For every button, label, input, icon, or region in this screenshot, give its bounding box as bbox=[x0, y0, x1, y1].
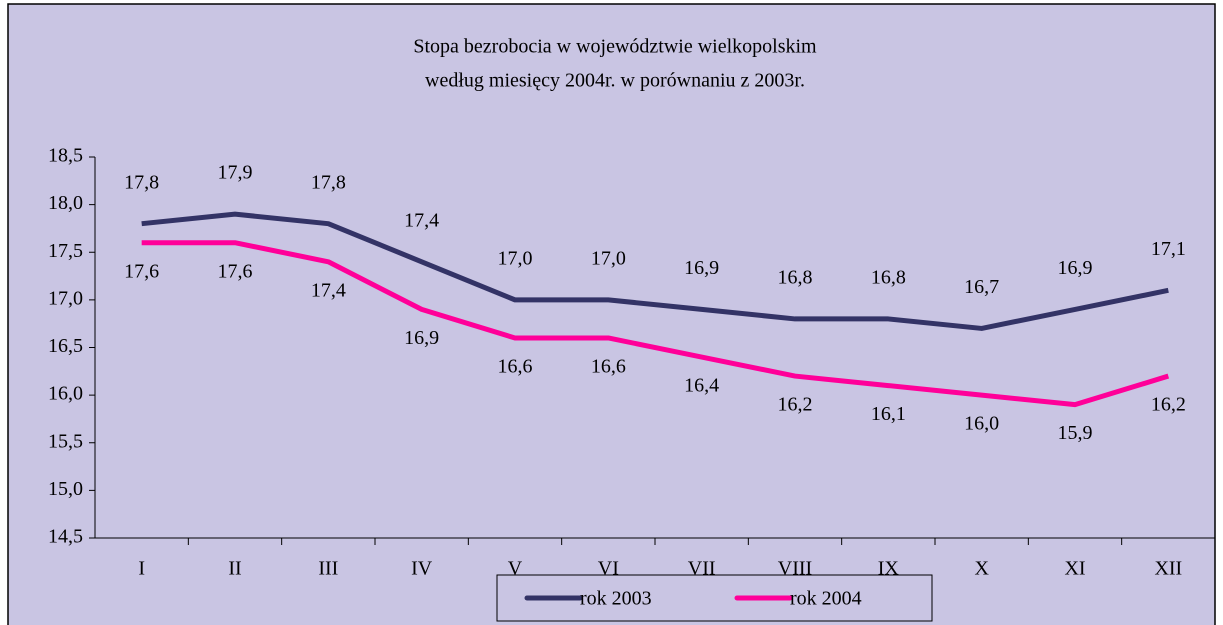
data-label: 17,9 bbox=[218, 162, 253, 184]
data-label: 15,9 bbox=[1058, 422, 1093, 444]
y-tick-label: 17,0 bbox=[48, 287, 83, 309]
data-label: 16,8 bbox=[778, 267, 813, 289]
data-label: 16,1 bbox=[871, 403, 906, 425]
x-tick-label: IV bbox=[411, 558, 433, 580]
data-label: 17,8 bbox=[124, 171, 159, 193]
data-label: 16,9 bbox=[404, 327, 439, 349]
x-tick-label: IX bbox=[878, 558, 900, 580]
data-label: 17,1 bbox=[1151, 238, 1186, 260]
x-tick-label: I bbox=[138, 558, 145, 580]
data-label: 16,7 bbox=[964, 276, 999, 298]
x-tick-label: VIII bbox=[778, 558, 812, 580]
data-label: 17,0 bbox=[591, 247, 626, 269]
data-label: 17,4 bbox=[404, 209, 439, 231]
x-tick-label: III bbox=[318, 558, 338, 580]
series-line bbox=[141, 240, 1170, 408]
x-tick-label: V bbox=[508, 558, 523, 580]
data-label: 16,9 bbox=[684, 257, 719, 279]
legend-label: rok 2004 bbox=[790, 588, 862, 610]
chart-title: Stopa bezrobocia w województwie wielkopo… bbox=[413, 36, 817, 58]
x-tick-label: II bbox=[228, 558, 241, 580]
y-tick-label: 16,5 bbox=[48, 335, 83, 357]
y-tick-label: 15,5 bbox=[48, 430, 83, 452]
chart-background bbox=[7, 3, 1216, 625]
data-label: 17,6 bbox=[218, 260, 253, 282]
series-line bbox=[141, 211, 1169, 331]
y-tick-label: 18,5 bbox=[48, 145, 83, 167]
data-label: 16,9 bbox=[1058, 257, 1093, 279]
data-label: 17,8 bbox=[311, 171, 346, 193]
data-label: 17,4 bbox=[311, 279, 346, 301]
data-label: 16,6 bbox=[591, 356, 626, 378]
data-label: 17,6 bbox=[124, 260, 159, 282]
y-tick-label: 18,0 bbox=[48, 192, 83, 214]
chart-title: według miesięcy 2004r. w porównaniu z 20… bbox=[425, 70, 805, 92]
x-tick-label: XI bbox=[1064, 558, 1085, 580]
data-label: 16,8 bbox=[871, 267, 906, 289]
x-tick-label: VII bbox=[688, 558, 716, 580]
data-label: 16,6 bbox=[498, 356, 533, 378]
data-label: 16,2 bbox=[778, 394, 813, 416]
data-label: 16,0 bbox=[964, 413, 999, 435]
y-tick-label: 17,5 bbox=[48, 240, 83, 262]
data-label: 16,2 bbox=[1151, 394, 1186, 416]
legend-label: rok 2003 bbox=[580, 588, 652, 610]
data-label: 17,0 bbox=[498, 247, 533, 269]
y-tick-label: 16,0 bbox=[48, 383, 83, 405]
y-tick-label: 15,0 bbox=[48, 478, 83, 500]
data-label: 16,4 bbox=[684, 375, 719, 397]
x-tick-label: VI bbox=[598, 558, 619, 580]
x-tick-label: XII bbox=[1154, 558, 1182, 580]
y-tick-label: 14,5 bbox=[48, 526, 83, 548]
x-tick-label: X bbox=[974, 558, 989, 580]
